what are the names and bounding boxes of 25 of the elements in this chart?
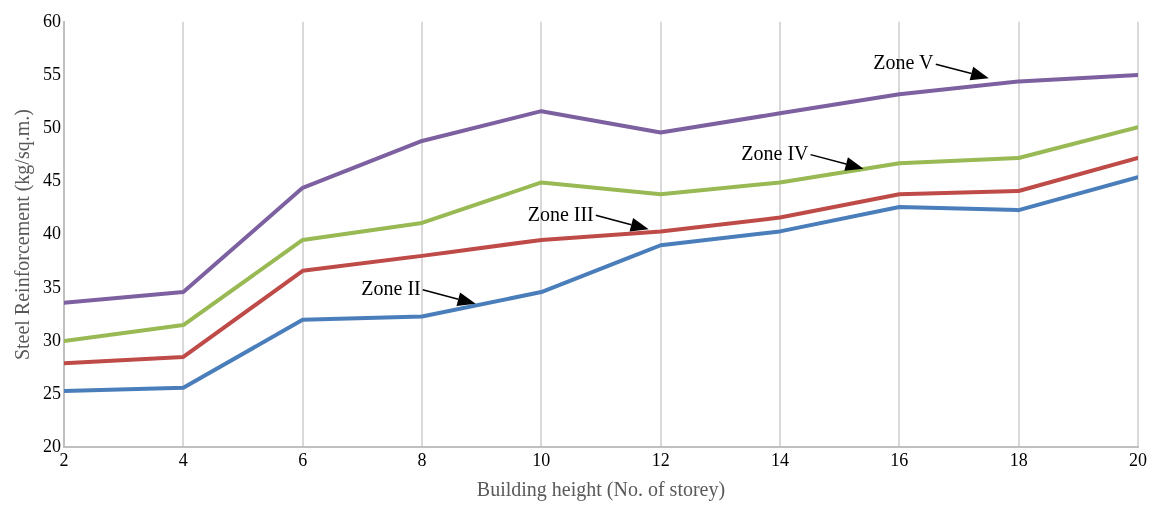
x-axis-title: Building height (No. of storey): [476, 478, 726, 502]
x-tick-label: 20: [1129, 449, 1147, 470]
x-tick-label: 14: [771, 449, 789, 470]
y-tick-label: 55: [43, 63, 61, 84]
annotation: Zone V: [873, 51, 935, 74]
x-tick-label: 10: [532, 449, 551, 470]
y-tick-label: 60: [43, 10, 61, 31]
annotation: Zone III: [527, 202, 594, 225]
x-tick-label: 18: [1009, 449, 1028, 470]
y-tick-label: 35: [43, 276, 61, 297]
x-tick-label: 4: [178, 449, 188, 470]
x-tick-label: 6: [298, 449, 308, 470]
y-tick-label: 40: [43, 223, 61, 244]
x-tick-label: 16: [890, 449, 909, 470]
x-tick-label: 2: [59, 449, 69, 470]
y-tick-label: 20: [43, 436, 61, 457]
y-axis-title: Steel Reinforcement (kg/sq.m.): [11, 109, 35, 361]
y-tick-label: 50: [43, 116, 61, 137]
x-tick-label: 12: [651, 449, 670, 470]
x-tick-label: 8: [417, 449, 427, 470]
y-tick-label: 30: [43, 329, 61, 350]
annotation: Zone IV: [741, 141, 810, 164]
annotation: Zone II: [361, 277, 421, 300]
y-tick-label: 45: [43, 170, 61, 191]
y-tick-label: 25: [43, 382, 61, 403]
